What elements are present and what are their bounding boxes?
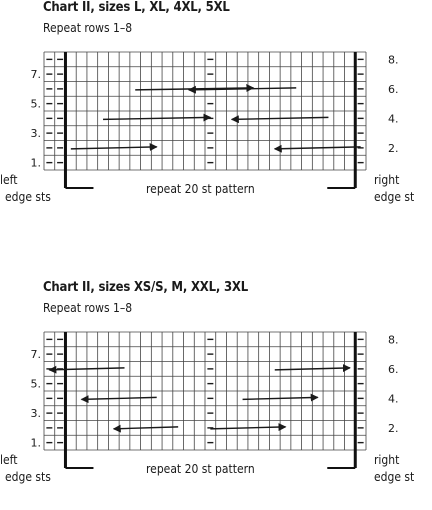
row-number-label: 5. [31, 378, 42, 391]
stitch-move-arrow [80, 395, 157, 404]
row-number-label: 5. [31, 98, 42, 111]
left-edge-line-1: left [0, 173, 18, 187]
row-number-label: 6. [388, 83, 399, 96]
right-edge-label: right edge st [374, 172, 414, 206]
stitch-move-arrow [230, 115, 329, 124]
right-edge-line-2: edge st [374, 190, 415, 204]
row-number-label: 8. [388, 53, 399, 66]
row-number-label: 3. [31, 127, 42, 140]
repeat-label: repeat 20 st pattern [146, 182, 255, 196]
stitch-move-arrow [70, 143, 158, 152]
chart-title: Chart II, sizes L, XL, 4XL, 5XL [43, 0, 230, 15]
chart-subtitle: Repeat rows 1–8 [43, 21, 133, 35]
right-edge-line-2: edge st [374, 470, 415, 484]
left-edge-line-2: edge sts [5, 190, 51, 204]
row-number-label: 4. [388, 392, 399, 405]
row-number-label: 2. [388, 422, 399, 435]
row-number-label: 7. [31, 68, 42, 81]
right-edge-line-1: right [374, 173, 400, 187]
chart-block-2: Chart II, sizes XS/S, M, XXL, 3XL Repeat… [0, 280, 432, 510]
knitting-chart-grid: 1. 3. 5. 7. 2. 4. 6. 8. [31, 331, 399, 469]
stitch-move-arrow [274, 364, 351, 373]
stitch-move-arrow [187, 85, 297, 94]
chart-subtitle: Repeat rows 1–8 [43, 301, 133, 315]
row-number-label: 1. [31, 437, 42, 450]
stitch-move-arrow [103, 113, 212, 122]
stitch-move-arrow [242, 393, 319, 402]
chart-title: Chart II, sizes XS/S, M, XXL, 3XL [43, 280, 248, 295]
stitch-move-arrow [112, 424, 179, 433]
row-number-label: 7. [31, 348, 42, 361]
repeat-label: repeat 20 st pattern [146, 462, 255, 476]
left-edge-label: left edge sts [0, 452, 51, 486]
row-number-label: 1. [31, 157, 42, 170]
row-number-label: 6. [388, 363, 399, 376]
stitch-move-arrow [210, 423, 287, 432]
row-number-label: 3. [31, 407, 42, 420]
right-edge-label: right edge st [374, 452, 414, 486]
left-edge-label: left edge sts [0, 172, 51, 206]
knitting-chart-grid: 1. 3. 5. 7. 2. 4. 6. 8. [31, 51, 399, 189]
left-edge-line-1: left [0, 453, 18, 467]
row-number-label: 8. [388, 333, 399, 346]
row-number-label: 2. [388, 142, 399, 155]
stitch-move-arrow [273, 144, 361, 153]
right-edge-line-1: right [374, 453, 400, 467]
stitch-move-arrow [48, 365, 125, 374]
chart-block-1: Chart II, sizes L, XL, 4XL, 5XL Repeat r… [0, 0, 432, 230]
row-number-label: 4. [388, 112, 399, 125]
left-edge-line-2: edge sts [5, 470, 51, 484]
